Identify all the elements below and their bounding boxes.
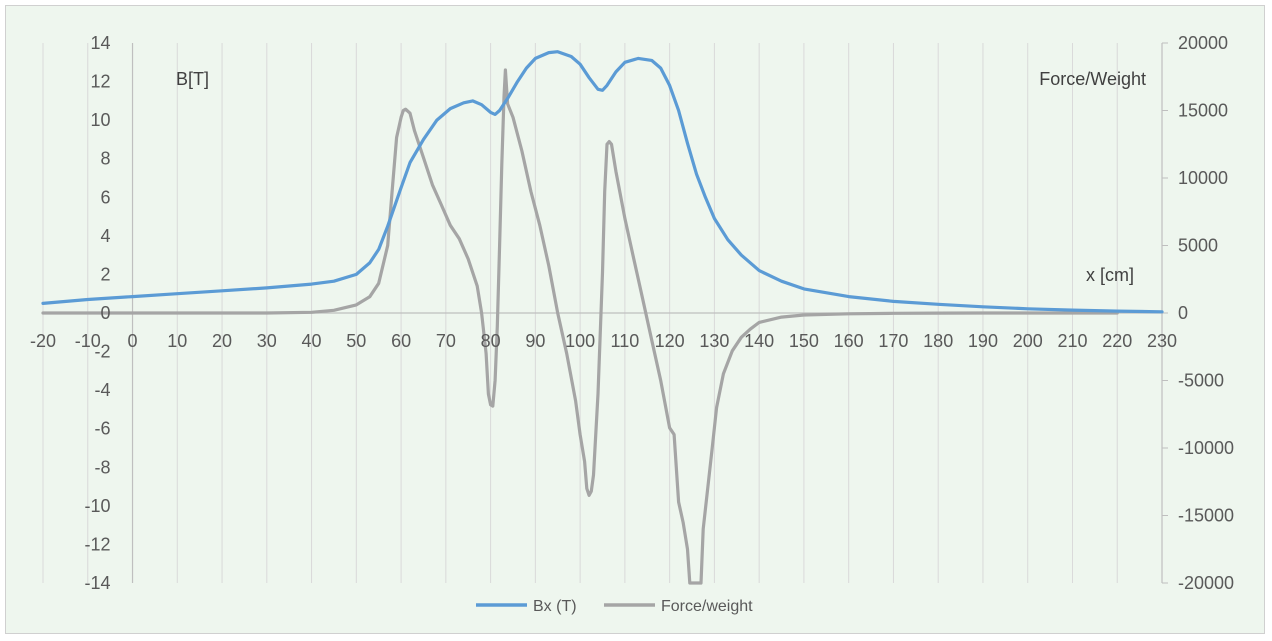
x-tick-label: 190 bbox=[968, 331, 998, 351]
x-tick-label: 140 bbox=[744, 331, 774, 351]
series bbox=[41, 50, 1164, 585]
y-right-tick-label: 5000 bbox=[1178, 236, 1218, 256]
x-tick-label: 210 bbox=[1057, 331, 1087, 351]
x-tick-label: 20 bbox=[212, 331, 232, 351]
y-left-tick-label: -2 bbox=[95, 342, 111, 362]
y-left-tick-label: 6 bbox=[101, 187, 111, 207]
y-right-tick-label: 15000 bbox=[1178, 101, 1228, 121]
y-right-tick-label: -15000 bbox=[1178, 506, 1234, 526]
y-left-tick-label: 12 bbox=[90, 72, 110, 92]
y-left-tick-label: 10 bbox=[90, 110, 110, 130]
x-tick-label: 170 bbox=[878, 331, 908, 351]
y-right-axis-label: Force/Weight bbox=[1039, 69, 1146, 89]
y-right-tick-label: -20000 bbox=[1178, 573, 1234, 593]
y-left-tick-label: 2 bbox=[101, 264, 111, 284]
x-tick-label: -20 bbox=[30, 331, 56, 351]
x-axis-label: x [cm] bbox=[1086, 265, 1134, 285]
x-tick-label: 160 bbox=[834, 331, 864, 351]
y-right-tick-label: -10000 bbox=[1178, 438, 1234, 458]
x-tick-label: 40 bbox=[302, 331, 322, 351]
legend-label-bx: Bx (T) bbox=[533, 598, 577, 615]
x-tick-label: 70 bbox=[436, 331, 456, 351]
x-tick-label: 200 bbox=[1013, 331, 1043, 351]
y-left-tick-label: 8 bbox=[101, 149, 111, 169]
y-right-tick-label: -5000 bbox=[1178, 371, 1224, 391]
x-tick-label: 50 bbox=[346, 331, 366, 351]
y-left-tick-label: -6 bbox=[95, 419, 111, 439]
x-tick-label: 230 bbox=[1147, 331, 1177, 351]
y-left-tick-label: -8 bbox=[95, 457, 111, 477]
legend: Bx (T) Force/weight bbox=[476, 598, 753, 615]
x-tick-label: 130 bbox=[699, 331, 729, 351]
y-right-tick-label: 0 bbox=[1178, 303, 1188, 323]
y-left-tick-label: -10 bbox=[85, 496, 111, 516]
y-left-tick-label: 4 bbox=[101, 226, 111, 246]
y-left-tick-label: 0 bbox=[101, 303, 111, 323]
y-right-tick-label: 10000 bbox=[1178, 168, 1228, 188]
y-left-tick-label: -12 bbox=[85, 534, 111, 554]
y-left-axis-label: B[T] bbox=[176, 69, 209, 89]
legend-label-force: Force/weight bbox=[661, 598, 753, 615]
x-tick-label: 100 bbox=[565, 331, 595, 351]
line-chart: -20 -10 0 10 20 30 40 50 60 70 80 90 100 110 120 130 140… bbox=[30, 33, 1234, 615]
y-left-tick-label: -14 bbox=[85, 573, 111, 593]
y-left-tick-label: 14 bbox=[90, 33, 110, 53]
x-tick-label: 10 bbox=[167, 331, 187, 351]
x-tick-label: 60 bbox=[391, 331, 411, 351]
y-left-tick-label: -4 bbox=[95, 380, 111, 400]
x-tick-label: 220 bbox=[1102, 331, 1132, 351]
x-tick-label: 110 bbox=[611, 331, 640, 351]
x-tick-label: 30 bbox=[257, 331, 277, 351]
x-tick-label: 120 bbox=[655, 331, 685, 351]
y-right-tick-label: 20000 bbox=[1178, 33, 1228, 53]
x-tick-label: 150 bbox=[789, 331, 819, 351]
x-tick-label: 180 bbox=[923, 331, 953, 351]
chart-area: -20 -10 0 10 20 30 40 50 60 70 80 90 100 110 120 130 140… bbox=[5, 5, 1265, 634]
series-line-bx bbox=[41, 50, 1164, 314]
x-tick-label: 90 bbox=[525, 331, 545, 351]
tick-labels: -20 -10 0 10 20 30 40 50 60 70 80 90 100 110 120 130 140… bbox=[30, 33, 1234, 593]
x-tick-label: 80 bbox=[481, 331, 501, 351]
x-tick-label: 0 bbox=[128, 331, 138, 351]
x-tick-label: -10 bbox=[75, 331, 101, 351]
series-line-force-weight bbox=[41, 68, 1119, 585]
